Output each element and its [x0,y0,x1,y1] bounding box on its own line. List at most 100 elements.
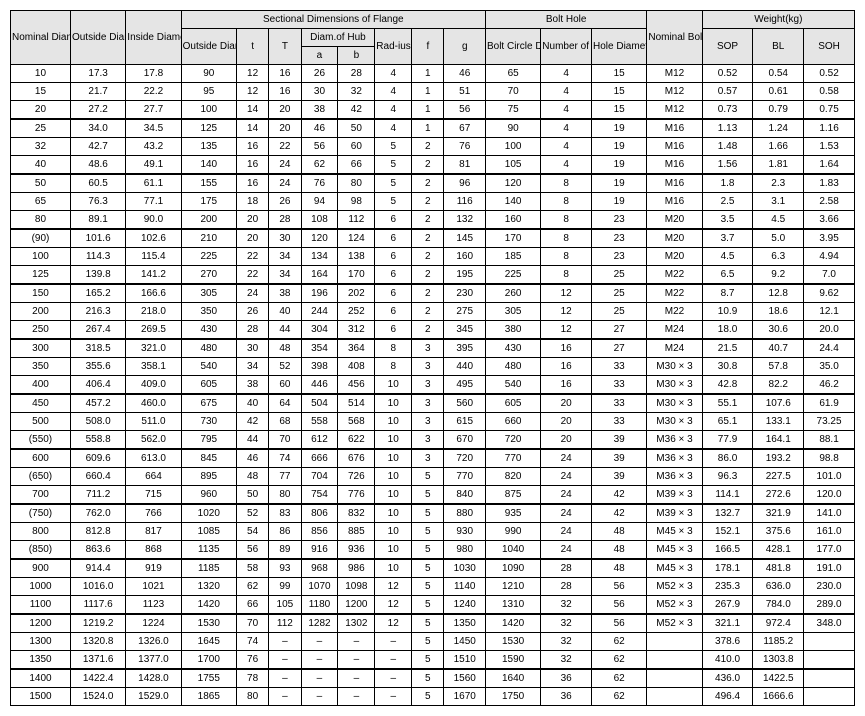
table-cell: 27.2 [70,101,125,120]
table-cell: 0.73 [702,101,753,120]
table-cell: 1135 [181,541,236,560]
table-row: (750)762.0766102052838068321058809352442… [11,504,855,523]
col-num-bolt-holes: Number of Bolt Holes [541,29,592,65]
table-cell: 428.1 [753,541,804,560]
table-cell: 2 [412,211,444,230]
table-cell: 152.1 [702,523,753,541]
table-cell: 1185.2 [753,633,804,651]
table-cell: 99 [269,578,301,596]
table-cell: – [269,633,301,651]
table-cell: 676 [338,449,375,468]
table-cell: 5 [412,688,444,706]
table-cell: 0.58 [804,83,855,101]
table-cell: 48 [236,468,268,486]
table-cell: 812.8 [70,523,125,541]
table-cell: 480 [485,358,540,376]
table-cell: 1070 [301,578,338,596]
table-cell: 1377.0 [126,651,181,670]
table-cell: 1210 [485,578,540,596]
table-cell: – [269,688,301,706]
table-row: 15001524.01529.0186580––––51670175036624… [11,688,855,706]
table-cell: 664 [126,468,181,486]
table-cell: 558.8 [70,431,125,450]
table-cell: (650) [11,468,71,486]
table-cell: 114.1 [702,486,753,505]
table-cell: 5 [412,523,444,541]
table-cell: 1.48 [702,138,753,156]
table-cell: 39 [592,468,647,486]
table-row: 700711.271596050807547761058408752442M39… [11,486,855,505]
table-cell: M45 × 3 [647,559,702,578]
table-cell: M36 × 3 [647,431,702,450]
table-cell: 1219.2 [70,614,125,633]
table-cell: M45 × 3 [647,523,702,541]
table-cell: 210 [181,229,236,248]
table-cell: 46 [236,449,268,468]
table-row: 150165.2166.63052438196202622302601225M2… [11,284,855,303]
table-cell: 700 [11,486,71,505]
table-cell: 34.0 [70,119,125,138]
table-row: (650)660.466489548777047261057708202439M… [11,468,855,486]
col-a: a [301,47,338,65]
table-cell: 8 [541,266,592,285]
table-cell: 2 [412,193,444,211]
table-cell: 10 [375,376,412,395]
table-cell: 2 [412,321,444,340]
table-row: 11001117.6112314206610511801200125124013… [11,596,855,615]
table-cell [647,633,702,651]
table-cell: 52 [269,358,301,376]
table-cell: 895 [181,468,236,486]
table-cell: 80 [11,211,71,230]
table-cell: 5 [375,193,412,211]
table-cell: 916 [301,541,338,560]
table-cell: 18 [236,193,268,211]
table-cell: 70 [236,614,268,633]
table-cell: 936 [338,541,375,560]
table-cell: M12 [647,101,702,120]
table-cell: 350 [181,303,236,321]
table-cell: 27.7 [126,101,181,120]
table-cell: 196 [301,284,338,303]
table-cell: 1030 [444,559,486,578]
table-cell: – [301,633,338,651]
table-cell: 4.94 [804,248,855,266]
table-cell: 19 [592,174,647,193]
table-cell: 60.5 [70,174,125,193]
table-cell: 164 [301,266,338,285]
table-cell: 880 [444,504,486,523]
table-cell: 348.0 [804,614,855,633]
table-cell: 191.0 [804,559,855,578]
table-cell: 32 [11,138,71,156]
table-cell: 16 [541,339,592,358]
table-cell: 4 [375,83,412,101]
table-cell: 28 [338,65,375,83]
table-cell: 120 [301,229,338,248]
table-cell: 430 [181,321,236,340]
table-cell [804,633,855,651]
table-cell: 90 [181,65,236,83]
table-cell: 704 [301,468,338,486]
table-cell: 7.0 [804,266,855,285]
table-cell: 2 [412,266,444,285]
table-cell: 244 [301,303,338,321]
table-cell: M22 [647,284,702,303]
table-cell: 840 [444,486,486,505]
table-cell: 6 [375,284,412,303]
table-cell: 40 [269,303,301,321]
table-cell: 605 [181,376,236,395]
table-cell: 141.0 [804,504,855,523]
table-cell: 885 [338,523,375,541]
table-cell [647,651,702,670]
table-cell: 17.3 [70,65,125,83]
table-cell: 24 [541,504,592,523]
table-cell: 100 [11,248,71,266]
table-cell: 42 [236,413,268,431]
table-cell: 289.0 [804,596,855,615]
table-cell: 3.5 [702,211,753,230]
table-cell: 42.7 [70,138,125,156]
table-cell: 230 [444,284,486,303]
table-cell: M22 [647,303,702,321]
table-cell: 32 [541,614,592,633]
table-cell: M30 × 3 [647,358,702,376]
table-cell: 508.0 [70,413,125,431]
